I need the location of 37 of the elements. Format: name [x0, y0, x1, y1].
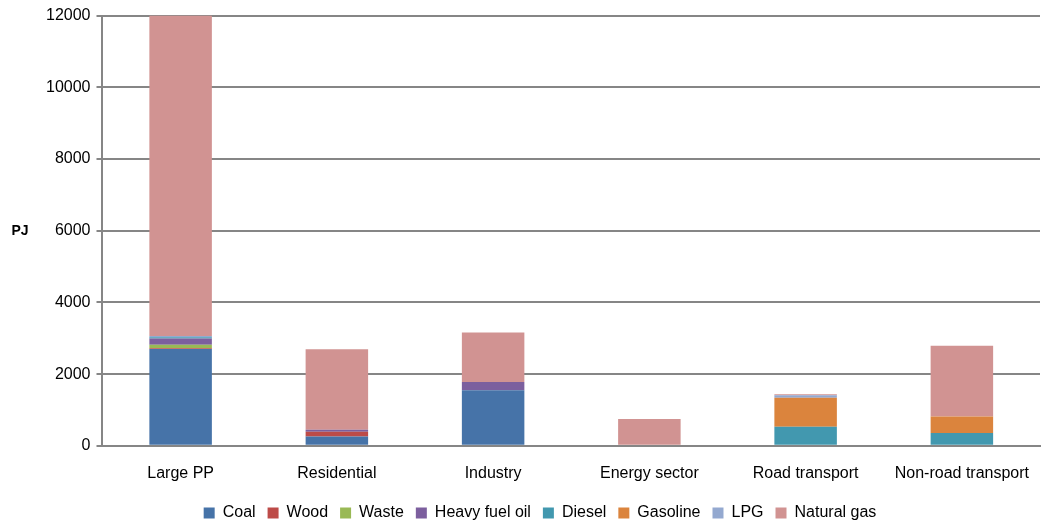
y-axis-title: PJ [11, 221, 29, 238]
legend-label: Coal [222, 503, 256, 521]
bar [930, 416, 994, 433]
bar [305, 429, 369, 432]
bar [461, 332, 525, 382]
bar [149, 15, 212, 337]
legend-label: Heavy fuel oil [434, 503, 531, 521]
y-tick-label: 10000 [45, 77, 91, 95]
y-tick-label: 4000 [54, 292, 91, 310]
x-tick-label: Road transport [752, 463, 860, 481]
bar [149, 349, 212, 445]
y-tick-label: 12000 [45, 6, 91, 24]
legend-label: Waste [359, 503, 404, 521]
legend-label: Natural gas [794, 503, 877, 521]
y-tick-label: 0 [81, 436, 91, 454]
bar [774, 397, 837, 427]
bar [930, 432, 994, 445]
bar [305, 349, 369, 430]
legend-label: Diesel [561, 503, 607, 521]
bar [305, 436, 369, 445]
bar [774, 426, 837, 445]
x-tick-label: Industry [464, 463, 522, 481]
bar [461, 381, 525, 391]
x-tick-label: Energy sector [600, 463, 700, 481]
y-tick-label: 6000 [54, 221, 91, 239]
legend-label: Gasoline [637, 503, 701, 521]
bar [618, 418, 681, 445]
legend-label: Wood [286, 503, 329, 521]
x-tick-label: Residential [297, 463, 377, 481]
legend-label: LPG [731, 503, 764, 521]
y-tick-label: 2000 [54, 364, 91, 382]
y-tick-label: 8000 [54, 149, 91, 167]
bar [461, 390, 525, 445]
bar [149, 338, 212, 345]
x-tick-label: Large PP [147, 463, 214, 481]
bar [930, 345, 994, 417]
x-tick-label: Non-road transport [894, 463, 1030, 481]
